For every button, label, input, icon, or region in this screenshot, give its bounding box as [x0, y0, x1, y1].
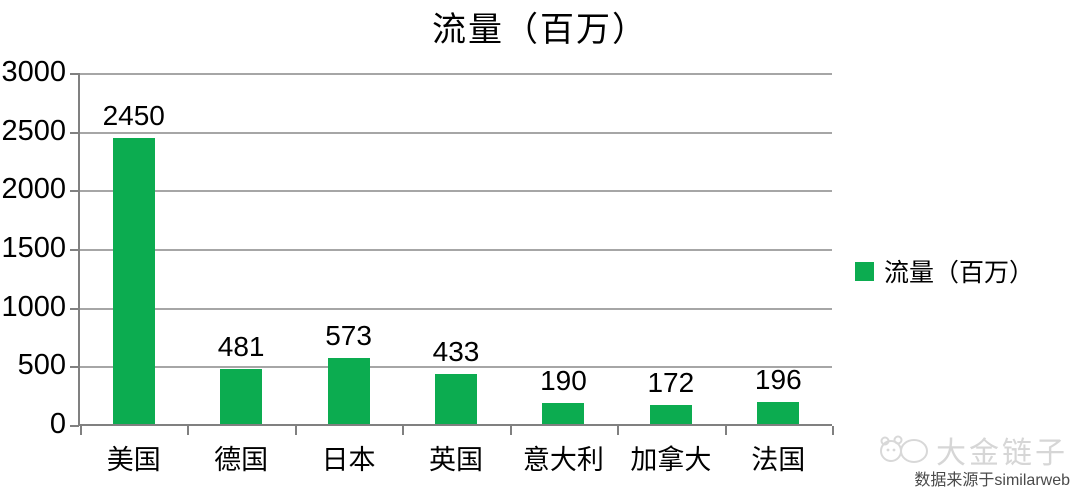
bar-日本: [327, 357, 370, 425]
x-category-label: 日本: [321, 445, 376, 475]
value-label: 573: [325, 319, 372, 351]
x-tick: [617, 426, 620, 435]
y-tick: [70, 73, 79, 75]
bar-英国: [435, 374, 477, 425]
x-axis-line: [80, 424, 832, 426]
y-tick: [70, 190, 79, 193]
legend: 流量（百万）: [855, 253, 1034, 289]
y-tick-label: 1000: [1, 290, 66, 323]
x-category-label: 美国: [106, 445, 161, 475]
bar-美国: [112, 137, 155, 425]
gridline: [80, 190, 832, 193]
data-source-note: 数据来源于similarweb: [914, 472, 1070, 489]
plot-area: 2450 481 573 433 190 172 196: [80, 73, 832, 425]
y-axis-line: [78, 73, 80, 426]
bar-意大利: [542, 402, 585, 425]
gridline: [80, 307, 832, 310]
y-tick: [70, 307, 79, 310]
gridline: [80, 131, 832, 134]
y-tick-label: 2500: [1, 114, 66, 147]
value-label: 481: [217, 330, 265, 362]
brand-watermark: 大金链子: [878, 428, 1068, 472]
value-label: 172: [647, 366, 695, 398]
brand-name: 大金链子: [936, 437, 1068, 470]
bar-加拿大: [649, 404, 692, 425]
y-tick-label: 0: [49, 408, 66, 440]
y-tick-label: 500: [17, 349, 66, 382]
x-tick: [832, 426, 834, 435]
bar-法国: [757, 402, 800, 425]
x-category-label: 德国: [214, 445, 269, 475]
value-label: 196: [754, 364, 802, 395]
y-tick-label: 2000: [1, 173, 66, 206]
y-tick: [70, 131, 79, 134]
x-tick: [294, 426, 297, 435]
x-category-label: 意大利: [522, 445, 604, 475]
x-category-label: 加拿大: [630, 445, 712, 475]
chart-title: 流量（百万）: [432, 12, 648, 49]
y-tick: [70, 249, 79, 251]
x-tick: [402, 426, 405, 435]
x-category-label: 法国: [751, 445, 806, 475]
legend-label: 流量（百万）: [884, 260, 1035, 287]
gridline: [80, 73, 832, 75]
x-tick: [80, 426, 82, 435]
brand-logo-icon: [878, 431, 930, 470]
y-tick: [70, 366, 79, 369]
x-category-label: 英国: [428, 445, 483, 475]
legend-swatch: [855, 261, 874, 281]
y-tick-label: 3000: [1, 56, 66, 88]
gridline: [80, 249, 832, 251]
y-tick: [70, 425, 79, 427]
value-label: 2450: [102, 99, 165, 131]
x-tick: [509, 426, 512, 435]
x-tick: [187, 426, 190, 435]
value-label: 190: [540, 364, 587, 396]
value-label: 433: [432, 336, 480, 368]
x-tick: [724, 426, 727, 435]
y-tick-label: 1500: [1, 232, 66, 264]
gridline: [80, 366, 832, 369]
bar-德国: [220, 368, 263, 425]
